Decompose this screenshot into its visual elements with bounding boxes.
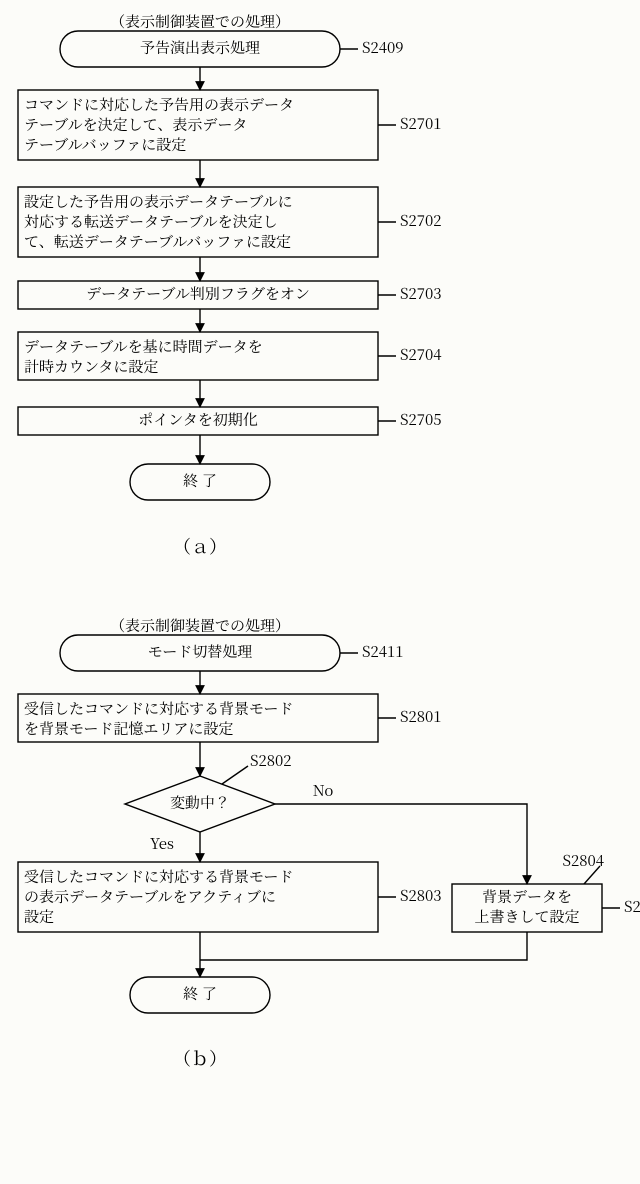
- flow-line: [275, 804, 527, 884]
- step-label: S2701: [400, 113, 442, 134]
- branch-label: Yes: [150, 833, 174, 854]
- process-text: テーブルバッファに設定: [24, 134, 186, 155]
- step-label: S2703: [400, 283, 442, 304]
- step-label: S2409: [362, 37, 404, 58]
- process-text: テーブルを決定して、表示データ: [24, 114, 247, 135]
- flow-header: （表示制御装置での処理）: [110, 11, 290, 32]
- flow-header: （表示制御装置での処理）: [110, 615, 290, 636]
- step-label: S2801: [400, 706, 442, 727]
- process-text: コマンドに対応した予告用の表示データ: [24, 94, 294, 115]
- step-label: S2802: [250, 750, 292, 771]
- process-text: 対応する転送データテーブルを決定し: [24, 211, 278, 232]
- sub-label: （ｂ）: [173, 1045, 227, 1071]
- step-label: S2704: [400, 344, 442, 365]
- step-label: S2804: [624, 896, 640, 917]
- process-text: 設定した予告用の表示データテーブルに: [24, 191, 293, 212]
- process-text: 計時カウンタに設定: [24, 356, 158, 377]
- process-text: て、転送データテーブルバッファに設定: [24, 231, 291, 252]
- process-text: を背景モード記憶エリアに設定: [24, 718, 233, 739]
- process-text: 受信したコマンドに対応する背景モード: [24, 698, 293, 719]
- terminator-text: 予告演出表示処理: [140, 37, 261, 58]
- process-text: 受信したコマンドに対応する背景モード: [24, 866, 293, 887]
- step-label: S2705: [400, 409, 442, 430]
- terminator-text: 終 了: [183, 470, 217, 491]
- step-label: S2803: [400, 885, 442, 906]
- process-text: データテーブルを基に時間データを: [24, 336, 263, 357]
- process-text: データテーブル判別フラグをオン: [86, 283, 310, 304]
- step-label: S2804: [562, 850, 604, 871]
- terminator-text: モード切替処理: [148, 641, 253, 662]
- process-text: 背景データを: [482, 886, 572, 907]
- process-text: ポインタを初期化: [138, 409, 257, 430]
- step-label: S2702: [400, 210, 442, 231]
- process-text: 上書きして設定: [474, 906, 579, 927]
- step-label: S2411: [362, 641, 404, 662]
- sub-label: （ａ）: [173, 533, 227, 559]
- decision-text: 変動中？: [170, 792, 230, 813]
- process-text: の表示データテーブルをアクティブに: [24, 886, 276, 907]
- terminator-text: 終 了: [183, 983, 217, 1004]
- process-text: 設定: [24, 906, 54, 927]
- branch-label: No: [313, 780, 334, 801]
- flow-line: [200, 932, 527, 960]
- flow-line: [222, 766, 248, 784]
